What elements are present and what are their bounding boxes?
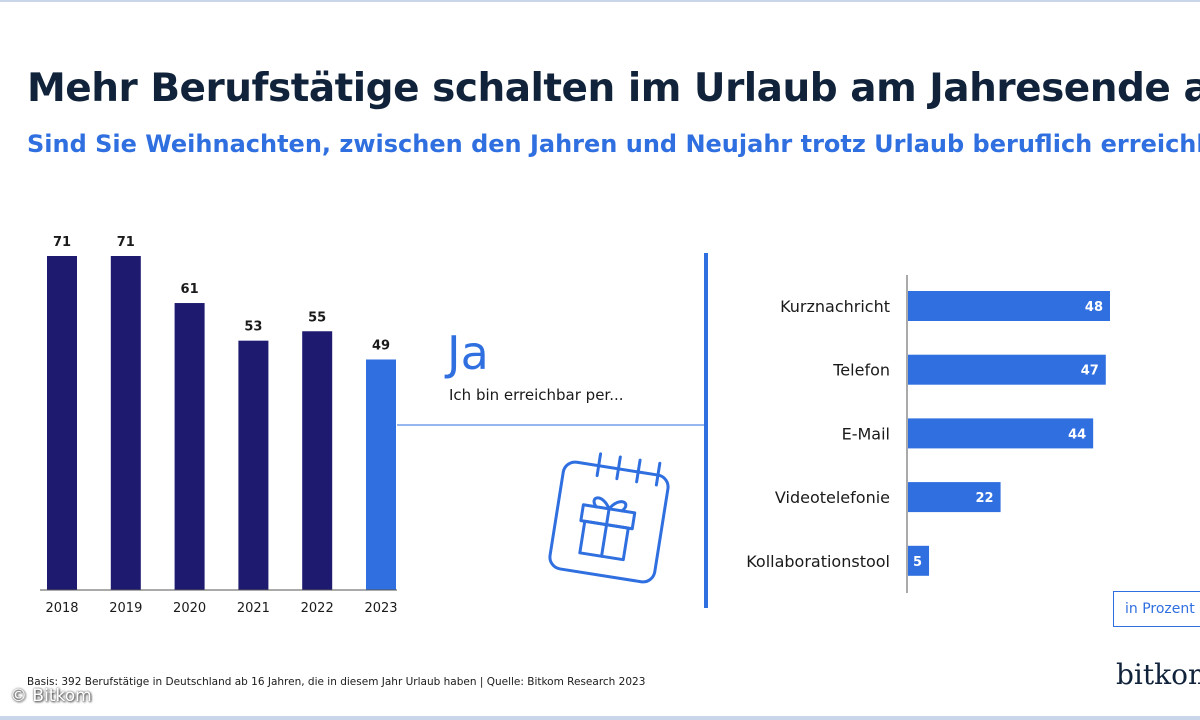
value-label-2018: 71 — [53, 235, 71, 250]
unit-badge: in Prozent — [1113, 591, 1200, 627]
channel-bar-chart: Kurznachricht 48 Telefon 47 E-Mail 44 Videotel… — [746, 291, 1110, 576]
bar-kurznachricht — [908, 291, 1110, 321]
tick-label-2023: 2023 — [364, 601, 397, 616]
tick-label-2022: 2022 — [301, 601, 334, 616]
value-label-kollaborationstool: 5 — [913, 555, 922, 570]
bar-2020 — [174, 303, 205, 590]
answer-caption: Ich bin erreichbar per... — [449, 386, 624, 404]
bitkom-logo: bitkom — [1116, 658, 1200, 691]
value-label-2022: 55 — [308, 310, 326, 325]
bottom-border — [0, 716, 1200, 720]
value-label-kurznachricht: 48 — [1085, 300, 1103, 315]
tick-label-2019: 2019 — [109, 601, 142, 616]
category-label-kurznachricht: Kurznachricht — [780, 297, 890, 316]
tick-label-2020: 2020 — [173, 601, 206, 616]
bar-telefon — [908, 354, 1106, 385]
tick-label-2018: 2018 — [45, 601, 78, 616]
category-label-kollaborationstool: Kollaborationstool — [746, 552, 890, 571]
answer-label: Ja — [447, 326, 489, 380]
category-label-videotelefonie: Videotelefonie — [775, 488, 890, 507]
value-label-videotelefonie: 22 — [975, 491, 993, 506]
bar-2022 — [302, 331, 333, 590]
category-label-telefon: Telefon — [832, 361, 890, 380]
value-label-2020: 61 — [181, 282, 199, 297]
top-border — [0, 0, 1200, 2]
bar-videotelefonie — [908, 482, 1001, 513]
tick-label-2021: 2021 — [237, 601, 270, 616]
value-label-2021: 53 — [244, 320, 262, 335]
source-footnote: Basis: 392 Berufstätige in Deutschland a… — [27, 676, 646, 688]
chart-title: Mehr Berufstätige schalten im Urlaub am … — [27, 66, 1200, 111]
bar-2023 — [366, 359, 396, 590]
bar-kollaborationstool — [908, 545, 930, 576]
chart-subtitle: Sind Sie Weihnachten, zwischen den Jahre… — [27, 130, 1200, 158]
bar-2018 — [47, 256, 77, 590]
copyright-watermark: © Bitkom — [10, 686, 92, 706]
value-label-e-mail: 44 — [1068, 427, 1086, 442]
value-label-telefon: 47 — [1081, 364, 1099, 379]
bar-e-mail — [908, 418, 1094, 449]
yearly-bar-chart: 71 2018 71 2019 61 2020 53 2021 55 2022 49 2023 — [40, 235, 398, 616]
value-label-2019: 71 — [117, 235, 135, 250]
bar-2021 — [238, 340, 269, 590]
calendar-gift-icon — [548, 452, 670, 584]
category-label-e-mail: E-Mail — [842, 424, 890, 443]
bar-2019 — [110, 256, 141, 590]
value-label-2023: 49 — [372, 338, 390, 353]
